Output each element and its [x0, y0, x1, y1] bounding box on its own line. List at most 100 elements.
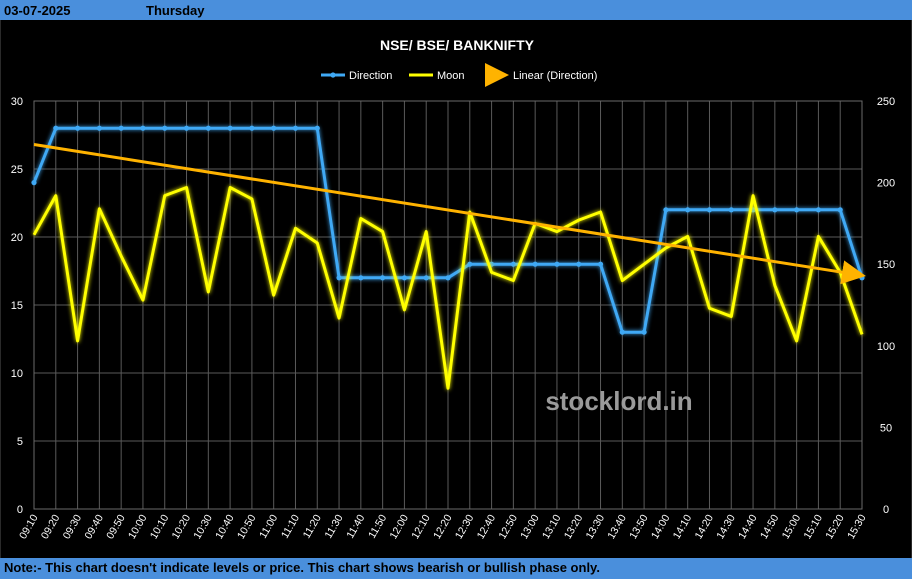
direction-point	[815, 207, 822, 213]
x-tick-label: 13:50	[627, 512, 651, 541]
x-tick-label: 14:20	[693, 512, 717, 541]
y-left-tick-label: 30	[11, 96, 23, 108]
direction-point	[706, 207, 713, 213]
header-bar: 03-07-2025 Thursday	[0, 0, 912, 20]
direction-point	[249, 125, 255, 131]
plot-border	[33, 100, 863, 510]
series-line-moon	[32, 185, 864, 390]
direction-point	[162, 125, 168, 131]
legend-label: Direction	[349, 70, 392, 82]
direction-point	[205, 125, 211, 131]
x-tick-label: 11:40	[344, 512, 367, 540]
chart-legend: Direction Moon Linear (Direction)	[321, 63, 597, 87]
y-right-tick-label: 200	[877, 178, 895, 190]
direction-point	[641, 329, 647, 335]
y-left-tick-label: 15	[11, 300, 23, 312]
x-tick-label: 14:10	[671, 512, 695, 541]
x-tick-label: 12:10	[409, 512, 433, 541]
direction-point	[227, 125, 233, 131]
x-tick-label: 09:20	[39, 512, 63, 541]
footer-bar: Note:- This chart doesn't indicate level…	[0, 558, 912, 579]
legend-item: Linear (Direction)	[485, 63, 597, 87]
direction-point	[118, 125, 124, 131]
x-tick-label: 09:40	[82, 512, 106, 541]
direction-point	[271, 125, 277, 131]
x-tick-label: 10:00	[126, 512, 150, 541]
y-left-tick-label: 10	[11, 368, 23, 380]
direction-point	[31, 180, 37, 186]
direction-point	[510, 261, 516, 267]
x-tick-label: 09:10	[17, 512, 41, 541]
direction-point	[140, 125, 146, 131]
y-right-tick-label: 50	[880, 422, 892, 434]
direction-point	[772, 207, 778, 213]
legend-marker	[330, 72, 336, 78]
direction-point	[619, 329, 625, 335]
day-label: Thursday	[146, 3, 205, 18]
line-chart: 05101520253005010015020025009:1009:2009:…	[11, 37, 895, 541]
x-tick-label: 11:00	[257, 512, 280, 540]
x-tick-label: 15:30	[845, 512, 869, 541]
direction-point	[96, 125, 102, 131]
legend-item: Direction	[321, 70, 392, 82]
x-tick-label: 14:00	[649, 512, 673, 541]
x-tick-label: 13:20	[562, 512, 586, 541]
direction-point	[837, 207, 843, 213]
x-tick-label: 14:30	[714, 512, 738, 541]
chart-area: 0 5 10 15 20 25 30 0 50 100 150 200 250 09:10 09:20 09:…	[0, 20, 912, 558]
direction-point	[663, 207, 669, 213]
x-tick-label: 11:50	[366, 512, 389, 540]
x-tick-label: 10:40	[213, 512, 237, 541]
direction-point	[728, 207, 734, 213]
direction-point	[685, 207, 691, 213]
direction-point	[380, 275, 386, 281]
direction-point	[423, 275, 429, 281]
legend-item: Moon	[409, 70, 465, 82]
x-tick-label: 09:50	[104, 512, 128, 541]
direction-point	[554, 261, 560, 267]
direction-point	[597, 261, 604, 267]
footer-note: Note:- This chart doesn't indicate level…	[4, 560, 600, 575]
direction-point	[74, 125, 81, 131]
direction-point	[53, 125, 59, 131]
y-left-tick-label: 5	[17, 436, 23, 448]
y-right-tick-label: 250	[877, 96, 895, 108]
direction-point	[794, 207, 800, 213]
x-tick-label: 12:50	[496, 512, 520, 541]
direction-point	[576, 261, 582, 267]
y-right-tick-label: 100	[877, 341, 895, 353]
x-tick-label: 10:50	[235, 512, 259, 541]
x-tick-label: 15:20	[823, 512, 847, 541]
x-tick-label: 10:10	[148, 512, 172, 541]
direction-point	[401, 275, 408, 281]
direction-point	[445, 275, 451, 281]
direction-point	[314, 125, 320, 131]
x-tick-label: 12:30	[453, 512, 477, 541]
x-tick-label: 13:00	[518, 512, 542, 541]
date-label: 03-07-2025	[4, 3, 71, 18]
x-tick-label: 11:30	[323, 512, 346, 540]
x-tick-label: 12:40	[475, 512, 499, 541]
direction-point	[358, 275, 364, 281]
direction-point	[859, 275, 865, 281]
y-left-tick-label: 25	[11, 164, 23, 176]
direction-point	[336, 275, 342, 281]
trendline-linear-direction	[33, 143, 866, 285]
x-tick-label: 12:20	[431, 512, 455, 541]
x-tick-label: 11:10	[279, 512, 302, 540]
x-tick-label: 15:00	[780, 512, 804, 541]
watermark-text: stocklord.in	[545, 386, 692, 416]
direction-point	[292, 125, 299, 131]
direction-point	[183, 125, 190, 131]
legend-label: Moon	[437, 70, 465, 82]
chart-title: NSE/ BSE/ BANKNIFTY	[380, 37, 535, 53]
x-tick-label: 13:10	[540, 512, 564, 541]
x-tick-label: 14:40	[736, 512, 760, 541]
direction-point	[532, 261, 538, 267]
x-tick-label: 13:40	[605, 512, 629, 541]
x-tick-label: 12:00	[387, 512, 411, 541]
y-left-tick-label: 0	[17, 504, 23, 516]
x-tick-label: 11:20	[301, 512, 324, 540]
x-tick-label: 10:20	[170, 512, 194, 541]
y-right-tick-label: 0	[883, 504, 889, 516]
